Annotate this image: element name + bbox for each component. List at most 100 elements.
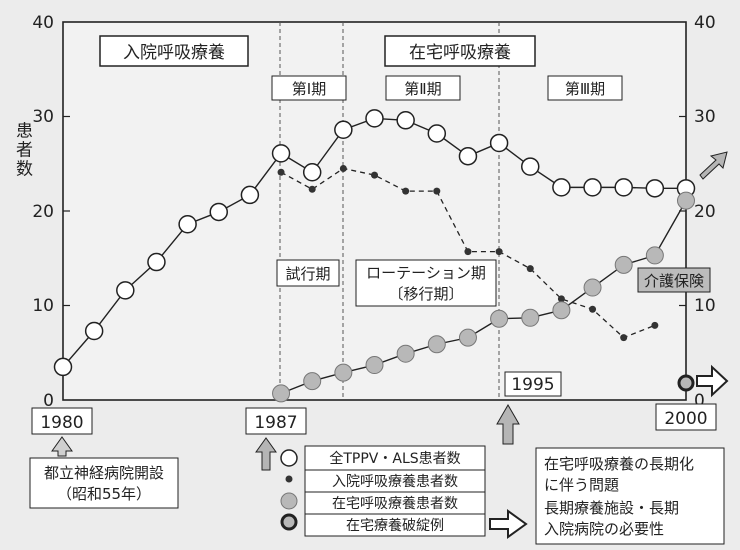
data-point-total-1999: [645, 179, 665, 198]
data-point-home-1999: [645, 246, 664, 265]
data-point-home-1997: [583, 278, 602, 297]
rotation-box: [355, 259, 497, 307]
era-home-box: [384, 35, 536, 67]
y-tick-right-30: 30: [694, 107, 716, 127]
y-tick-left-10: 10: [32, 296, 54, 316]
legend-marker-home: [280, 492, 298, 510]
x-label-2000: 2000: [664, 409, 707, 429]
phase3-label: 第Ⅲ期: [565, 80, 605, 98]
trial-box: [276, 259, 340, 287]
data-point-total-1980: [53, 357, 73, 377]
data-point-total-1989: [334, 120, 353, 139]
issue-note-2: に伴う問題: [544, 476, 619, 494]
trial-label: 試行期: [285, 265, 330, 283]
issue-note-4: 入院病院の必要性: [544, 520, 664, 538]
data-point-home-2000: [677, 191, 695, 210]
x-label-2000-box: [655, 403, 717, 431]
data-point-hospital-1996: [557, 295, 565, 303]
rotation-label-2: 〔移行期〕: [388, 285, 463, 303]
era-home-label: 在宅呼吸療養: [409, 43, 511, 63]
y-tick-left-0: 0: [43, 391, 54, 411]
data-point-home-1991: [396, 344, 415, 363]
data-point-hospital-1998: [620, 334, 628, 342]
data-point-total-1984: [178, 214, 197, 234]
svg-text:患者数: 患者数: [12, 121, 33, 178]
x-label-1995-box: [504, 371, 562, 397]
data-point-hospital-1991: [402, 187, 410, 195]
y-tick-right-0: 0: [694, 391, 705, 411]
data-point-home-1993: [458, 328, 477, 347]
care-insurance-label: 介護保険: [644, 272, 704, 290]
opening-note-1: 都立神経病院開設: [44, 464, 164, 482]
phase2-label: 第Ⅱ期: [404, 80, 441, 98]
data-point-hospital-1989: [339, 164, 347, 172]
data-point-hospital-1987: [277, 168, 285, 176]
x-label-1995: 1995: [511, 375, 554, 395]
data-point-hospital-1992: [433, 187, 441, 195]
data-point-total-1992: [427, 124, 447, 143]
x-label-1987-box: [245, 407, 307, 435]
legend-marker-failure: [280, 513, 298, 531]
data-point-total-1987: [271, 144, 291, 163]
up-arrow-1980-icon: [51, 436, 73, 457]
era-hospital-box: [99, 35, 249, 67]
x-label-1980: 1980: [40, 413, 83, 433]
era-hospital-label: 入院呼吸療養: [123, 43, 225, 63]
right-arrow-icon: [696, 364, 729, 398]
series-points: [53, 109, 696, 403]
rotation-label-1: ローテーション期: [366, 264, 486, 282]
up-arrow-1987-icon: [255, 437, 277, 471]
opening-note-box: [29, 457, 179, 509]
phase1-box: [271, 75, 347, 101]
data-point-failure-2000: [677, 374, 695, 392]
data-point-total-1986: [240, 185, 260, 205]
phase1-label: 第Ⅰ期: [292, 80, 326, 98]
y-tick-right-10: 10: [694, 296, 716, 316]
legend-label-hospital: 入院呼吸療養患者数: [332, 473, 458, 490]
phase3-box: [547, 75, 623, 101]
y-tick-left-40: 40: [32, 13, 54, 33]
data-point-total-1994: [489, 133, 509, 153]
data-point-hospital-1994: [495, 248, 503, 256]
data-point-total-1995: [521, 157, 540, 176]
data-point-total-1996: [552, 178, 571, 197]
issue-arrow-icon: [489, 509, 528, 539]
data-point-hospital-1990: [371, 171, 378, 179]
y-tick-left-30: 30: [32, 107, 54, 127]
data-point-total-1985: [209, 202, 228, 222]
data-point-hospital-1995: [526, 265, 534, 273]
up-arrow-1995-icon: [496, 404, 520, 445]
x-label-1980-box: [31, 407, 93, 435]
data-point-home-1992: [427, 335, 446, 354]
data-point-total-1998: [614, 178, 633, 197]
data-point-total-1997: [583, 178, 602, 197]
data-point-total-1993: [458, 146, 478, 166]
y-axis-ticks: [63, 115, 686, 307]
care-insurance-box: [637, 267, 711, 293]
y-axis-label: 患者数: [12, 121, 33, 178]
issue-note-box: [535, 447, 725, 545]
data-point-home-1987: [272, 384, 291, 403]
data-point-home-1989: [334, 363, 353, 382]
legend-marker-hospital: [285, 475, 293, 483]
data-point-total-1983: [147, 252, 166, 272]
data-point-total-1982: [116, 281, 135, 300]
data-point-home-1996: [552, 301, 571, 320]
legend-label-total: 全TPPV・ALS患者数: [329, 450, 460, 467]
data-point-total-1988: [302, 163, 322, 182]
legend-marker-total: [280, 449, 298, 467]
legend-label-home: 在宅呼吸療養患者数: [332, 495, 458, 512]
data-point-home-1998: [614, 255, 633, 274]
data-point-total-1990: [365, 109, 384, 128]
phase2-box: [385, 75, 461, 101]
data-point-home-1994: [490, 309, 509, 328]
opening-note-2: （昭和55年）: [57, 485, 151, 503]
y-tick-left-20: 20: [32, 202, 54, 222]
legend: 全TPPV・ALS患者数 入院呼吸療養患者数 在宅呼吸療養患者数 在宅療養破綻例: [280, 445, 486, 537]
up-arrow-icon: [699, 151, 728, 180]
data-point-hospital-1999: [651, 321, 659, 329]
y-tick-right-40: 40: [694, 13, 716, 33]
data-point-hospital-1993: [464, 248, 472, 256]
data-point-home-1988: [303, 372, 322, 391]
